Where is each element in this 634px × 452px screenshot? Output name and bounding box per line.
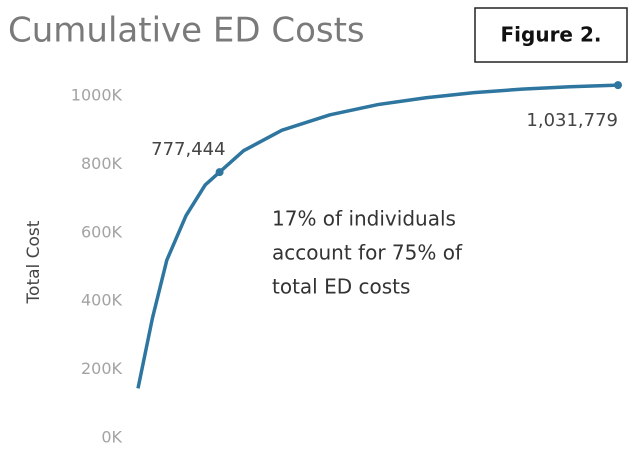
y-tick-label: 0K xyxy=(101,428,122,447)
figure-label: Figure 2. xyxy=(501,23,602,47)
point xyxy=(215,168,224,177)
figure-box xyxy=(474,7,628,63)
chart-title: Cumulative ED Costs xyxy=(8,11,365,51)
annotation: account for 75% of xyxy=(272,241,463,265)
line xyxy=(136,83,619,389)
point xyxy=(614,81,622,90)
y-tick-label: 800K xyxy=(81,154,123,173)
data-label: 1,031,779 xyxy=(526,110,618,131)
y-tick-label: 400K xyxy=(81,291,123,310)
annotation: 17% of individuals xyxy=(272,207,456,231)
data-label: 777,444 xyxy=(151,139,225,160)
annotation: total ED costs xyxy=(272,275,410,299)
y-tick-label: 1000K xyxy=(71,86,123,105)
y-tick-label: 600K xyxy=(81,222,123,241)
y-axis-label: Total Cost xyxy=(24,220,44,304)
y-tick-label: 200K xyxy=(81,359,123,378)
